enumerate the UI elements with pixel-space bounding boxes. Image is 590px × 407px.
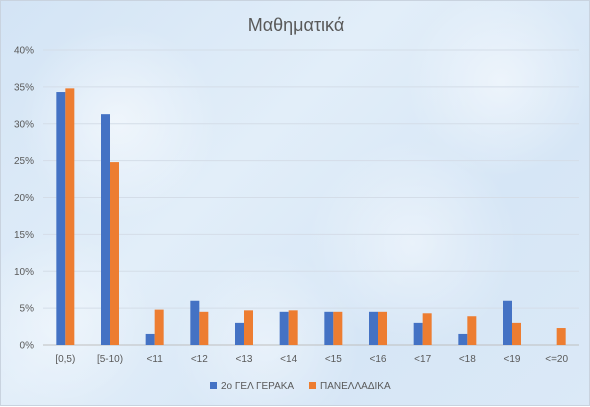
y-axis: 0% 5% 10% 15% 20% 25% 30% 35% 40% xyxy=(14,46,34,352)
x-tick-label: <13 xyxy=(236,354,253,365)
bar xyxy=(235,322,244,345)
bar xyxy=(145,333,155,345)
bar xyxy=(288,310,298,345)
gridlines xyxy=(43,49,579,346)
bar xyxy=(110,162,119,345)
y-tick-label: 5% xyxy=(20,304,35,315)
legend-label: 2ο ΓΕΛ ΓΕΡΑΚΑ xyxy=(221,381,294,392)
bar xyxy=(244,310,253,345)
y-tick-label: 10% xyxy=(14,267,34,278)
x-axis: [0,5) [5-10) <11 <12 <13 <14 <15 <16 <17 <18 <19 <=… xyxy=(55,354,568,365)
x-tick-label: <17 xyxy=(414,354,431,365)
bar xyxy=(503,300,512,345)
bars xyxy=(56,88,566,345)
x-tick-label: <=20 xyxy=(545,354,568,365)
legend-label: ΠΑΝΕΛΛΑΔΙΚΑ xyxy=(320,381,391,392)
x-tick-label: <19 xyxy=(504,354,521,365)
bar xyxy=(154,309,164,345)
bar xyxy=(369,311,378,345)
bar xyxy=(101,114,110,345)
x-tick-label: [0,5) xyxy=(55,354,75,365)
chart-title: Μαθηματικά xyxy=(248,15,345,35)
x-tick-label: <15 xyxy=(325,354,342,365)
bar xyxy=(458,333,468,345)
x-tick-label: [5-10) xyxy=(97,354,123,365)
y-tick-label: 25% xyxy=(14,156,34,167)
y-tick-label: 40% xyxy=(14,46,34,57)
y-tick-label: 35% xyxy=(14,82,34,93)
legend: 2ο ΓΕΛ ΓΕΡΑΚΑ ΠΑΝΕΛΛΑΔΙΚΑ xyxy=(210,381,391,392)
bar xyxy=(556,328,566,345)
bar xyxy=(467,316,477,345)
bar xyxy=(279,311,289,345)
bar xyxy=(413,322,423,345)
y-tick-label: 20% xyxy=(14,193,34,204)
bar xyxy=(199,311,209,345)
x-tick-label: <11 xyxy=(147,354,164,365)
bar xyxy=(333,311,343,345)
x-tick-label: <14 xyxy=(280,354,297,365)
bar xyxy=(422,313,432,345)
y-tick-label: 0% xyxy=(20,341,35,352)
bar xyxy=(512,322,521,345)
x-tick-label: <18 xyxy=(459,354,476,365)
legend-swatch xyxy=(309,382,316,389)
bar xyxy=(65,88,75,345)
bar xyxy=(56,92,66,345)
x-tick-label: <12 xyxy=(191,354,208,365)
bar xyxy=(324,311,334,345)
x-tick-label: <16 xyxy=(370,354,387,365)
bar xyxy=(378,311,387,345)
legend-swatch xyxy=(210,382,217,389)
y-tick-label: 30% xyxy=(14,119,34,130)
y-tick-label: 15% xyxy=(14,230,34,241)
bar xyxy=(190,300,200,345)
